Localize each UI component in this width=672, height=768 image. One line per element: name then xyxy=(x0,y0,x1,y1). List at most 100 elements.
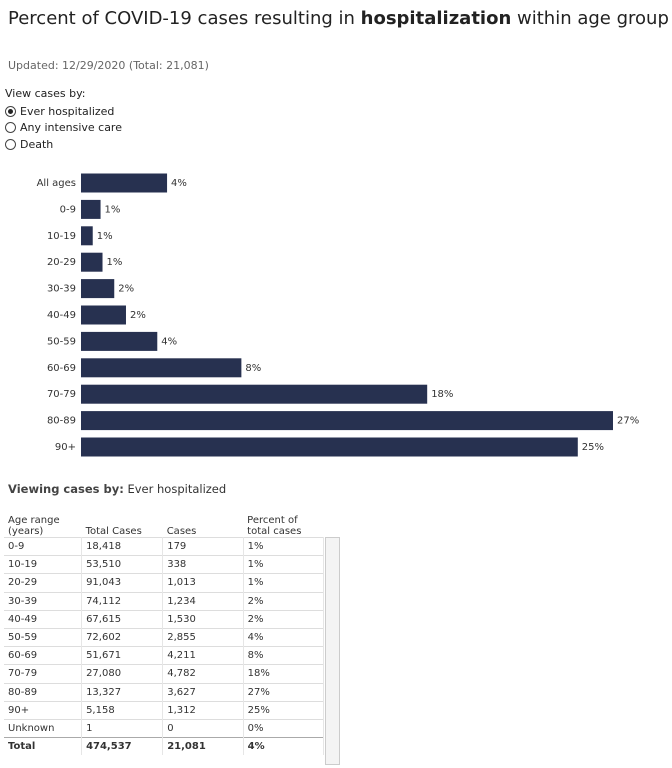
options: Ever hospitalized Any intensive care Death xyxy=(5,103,122,153)
table-row: 30-39 74,112 1,234 2% xyxy=(4,591,325,611)
cell: 60-69 xyxy=(4,646,83,665)
cell: 179 xyxy=(162,536,244,556)
title: Percent of COVID-19 cases resulting in h… xyxy=(8,8,669,29)
category-label: 20-29 xyxy=(47,257,76,268)
radio-button[interactable] xyxy=(5,122,16,134)
bar xyxy=(81,226,93,246)
table-row: 70-79 27,080 4,782 18% xyxy=(4,664,325,683)
selector-label: View cases by: xyxy=(5,87,86,100)
cell: 67,615 xyxy=(81,609,164,629)
total-cell: 474,537 xyxy=(81,737,164,756)
category-label: 40-49 xyxy=(47,310,76,321)
cell: 4,782 xyxy=(162,664,244,683)
cell: 0% xyxy=(243,718,325,738)
cell: 50-59 xyxy=(4,627,83,647)
bar xyxy=(81,437,578,457)
value-label: 2% xyxy=(130,310,146,321)
value-label: 1% xyxy=(107,257,123,268)
data-table: Age range (years) Total Cases Cases Percent… xyxy=(4,508,325,756)
cell: 3,627 xyxy=(162,682,244,702)
category-label: 50-59 xyxy=(47,336,76,347)
total-cell: Total xyxy=(4,737,83,756)
cell: 30-39 xyxy=(4,591,83,611)
value-label: 1% xyxy=(97,231,113,242)
cell: 90+ xyxy=(4,700,83,720)
category-label: 30-39 xyxy=(47,284,76,295)
cell: 18,418 xyxy=(81,536,164,556)
value-label: 4% xyxy=(171,178,187,189)
updated-note: Updated: 12/29/2020 (Total: 21,081) xyxy=(8,59,209,72)
cell: 2,855 xyxy=(162,627,244,647)
cell: 53,510 xyxy=(81,555,164,574)
cell: 40-49 xyxy=(4,609,83,629)
title-emphasis: hospitalization xyxy=(360,8,512,29)
radio-option[interactable]: Any intensive care xyxy=(5,120,122,137)
table-row: 50-59 72,602 2,855 4% xyxy=(4,627,325,647)
radio-button[interactable] xyxy=(5,105,16,117)
bar xyxy=(81,199,101,219)
column-header: Age range (years) xyxy=(8,515,60,537)
cell: 80-89 xyxy=(4,682,83,702)
cell: 10-19 xyxy=(4,555,83,574)
view-selector: View cases by: Ever hospitalized Any inte… xyxy=(5,87,122,153)
value-label: 2% xyxy=(118,284,134,295)
total-cell: 4% xyxy=(243,737,325,756)
column-header: Percent of total cases xyxy=(247,515,302,537)
value-label: 8% xyxy=(245,363,261,374)
bar xyxy=(81,252,103,272)
scrollbar[interactable] xyxy=(325,537,340,765)
category-label: 90+ xyxy=(55,442,76,453)
cell: 1,312 xyxy=(162,700,244,720)
bar xyxy=(81,331,158,351)
cell: 1 xyxy=(81,718,164,738)
cell: 25% xyxy=(243,700,325,720)
value-label: 1% xyxy=(105,204,121,215)
total-row: Total 474,537 21,081 4% xyxy=(4,737,325,756)
viewing-value: Ever hospitalized xyxy=(127,482,227,496)
cell: 2% xyxy=(243,591,325,611)
table-row: 40-49 67,615 1,530 2% xyxy=(4,609,325,629)
cell: 4% xyxy=(243,627,325,647)
title-part: Percent of COVID-19 cases resulting in xyxy=(8,8,355,29)
bar xyxy=(81,173,168,193)
cell: 27,080 xyxy=(81,664,164,683)
value-label: 4% xyxy=(161,336,177,347)
radio-option[interactable]: Death xyxy=(5,136,122,153)
cell: 74,112 xyxy=(81,591,164,611)
cell: 0-9 xyxy=(4,536,83,556)
option-label[interactable]: Ever hospitalized xyxy=(20,104,115,118)
column-header: Cases xyxy=(166,526,197,537)
option-label[interactable]: Death xyxy=(20,137,54,151)
radio-button[interactable] xyxy=(5,138,16,150)
title-part: within age group xyxy=(517,8,669,29)
cell: 8% xyxy=(243,646,325,665)
table-row: 90+ 5,158 1,312 25% xyxy=(4,700,325,720)
cell: 70-79 xyxy=(4,664,83,683)
value-label: 25% xyxy=(582,442,604,453)
cell: 2% xyxy=(243,609,325,629)
category-label: 60-69 xyxy=(47,363,76,374)
total-cell: 21,081 xyxy=(162,737,244,756)
category-label: 10-19 xyxy=(47,231,76,242)
cell: 0 xyxy=(162,718,244,738)
bar xyxy=(81,279,115,299)
cell: Unknown xyxy=(4,718,83,738)
table-row: Unknown 1 0 0% xyxy=(4,718,325,738)
cell: 5,158 xyxy=(81,700,164,720)
table-row: 10-19 53,510 338 1% xyxy=(4,555,325,574)
category-label: 80-89 xyxy=(47,416,76,427)
radio-option[interactable]: Ever hospitalized xyxy=(5,103,122,120)
cell: 13,327 xyxy=(81,682,164,702)
cell: 27% xyxy=(243,682,325,702)
cell: 72,602 xyxy=(81,627,164,647)
table-row: 60-69 51,671 4,211 8% xyxy=(4,646,325,665)
table-row: 0-9 18,418 179 1% xyxy=(4,536,325,556)
header-row: Age range (years) Total Cases Cases Percent… xyxy=(4,508,324,538)
cell: 51,671 xyxy=(81,646,164,665)
option-label[interactable]: Any intensive care xyxy=(20,121,122,135)
cell: 1,234 xyxy=(162,591,244,611)
cell: 20-29 xyxy=(4,573,83,593)
viewing: Viewing cases by: Ever hospitalized xyxy=(8,482,226,496)
bar xyxy=(81,411,613,431)
